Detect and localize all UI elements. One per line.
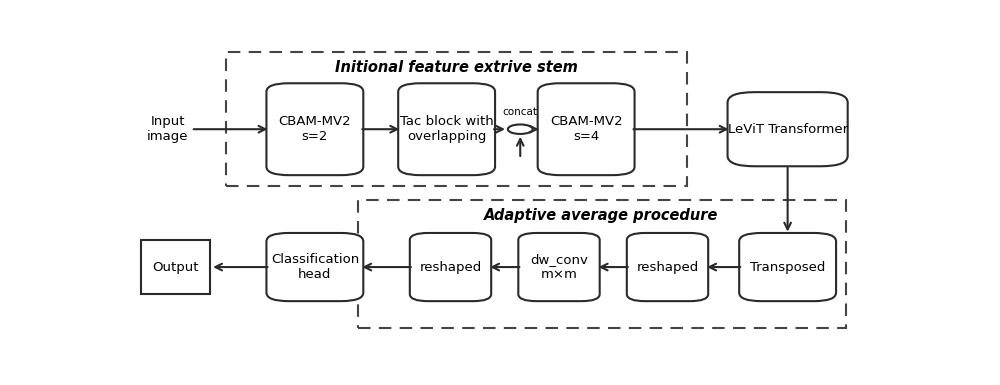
FancyBboxPatch shape <box>266 233 363 301</box>
FancyBboxPatch shape <box>410 233 491 301</box>
Text: LeViT Transformer: LeViT Transformer <box>728 123 848 136</box>
Text: Output: Output <box>152 261 199 274</box>
Text: Adaptive average procedure: Adaptive average procedure <box>484 208 719 223</box>
Text: Initional feature extrive stem: Initional feature extrive stem <box>335 60 578 75</box>
Bar <box>226 52 687 186</box>
Bar <box>140 240 210 294</box>
FancyBboxPatch shape <box>398 83 495 175</box>
FancyBboxPatch shape <box>538 83 635 175</box>
Text: concat: concat <box>503 107 538 117</box>
Text: Transposed: Transposed <box>750 261 825 274</box>
FancyBboxPatch shape <box>627 233 708 301</box>
Circle shape <box>508 124 533 134</box>
FancyBboxPatch shape <box>266 83 363 175</box>
Text: Input
image: Input image <box>147 115 188 143</box>
FancyBboxPatch shape <box>739 233 836 301</box>
FancyBboxPatch shape <box>728 92 848 166</box>
Bar <box>358 200 846 328</box>
Text: reshaped: reshaped <box>419 261 482 274</box>
Text: Tac block with
overlapping: Tac block with overlapping <box>400 115 494 143</box>
Text: Classification
head: Classification head <box>271 253 359 281</box>
FancyBboxPatch shape <box>518 233 600 301</box>
Text: reshaped: reshaped <box>636 261 699 274</box>
Text: CBAM-MV2
s=4: CBAM-MV2 s=4 <box>550 115 622 143</box>
Text: CBAM-MV2
s=2: CBAM-MV2 s=2 <box>279 115 351 143</box>
Text: dw_conv
m×m: dw_conv m×m <box>530 253 588 281</box>
